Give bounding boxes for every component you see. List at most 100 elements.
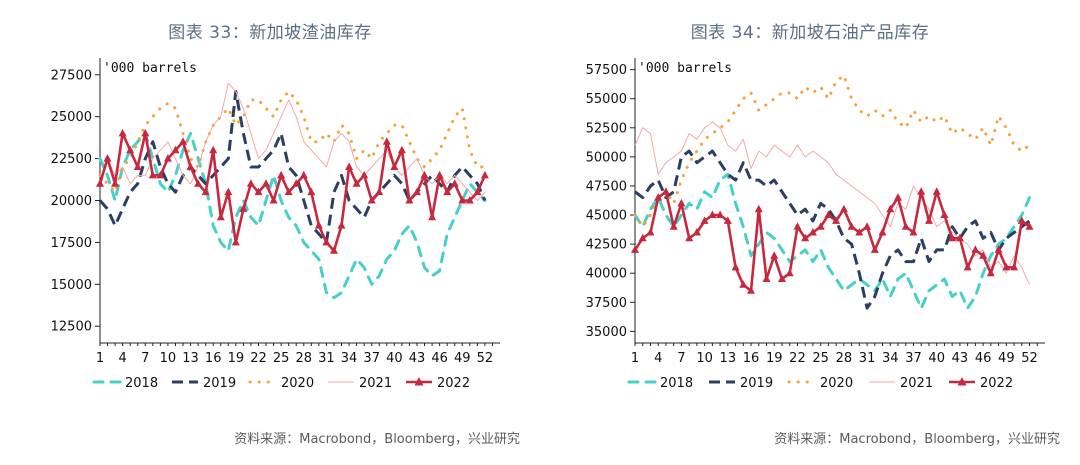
y-tick-label: 17500 bbox=[51, 236, 92, 251]
x-tick-label: 16 bbox=[743, 351, 760, 366]
data-point-2022 bbox=[171, 145, 180, 154]
data-point-2022 bbox=[1017, 216, 1026, 224]
x-tick-label: 16 bbox=[205, 351, 222, 366]
data-point-2022 bbox=[322, 237, 331, 246]
x-tick-label: 43 bbox=[409, 351, 426, 366]
data-point-2022 bbox=[731, 262, 740, 271]
data-point-2022 bbox=[360, 170, 369, 179]
x-tick-label: 43 bbox=[952, 351, 969, 366]
data-point-2022 bbox=[413, 187, 421, 196]
data-point-2022 bbox=[405, 196, 414, 204]
unit-label: '000 barrels bbox=[638, 61, 732, 76]
data-point-2022 bbox=[330, 246, 338, 254]
data-point-2022 bbox=[723, 216, 732, 224]
x-tick-label: 28 bbox=[296, 351, 313, 366]
data-point-2022 bbox=[770, 251, 779, 259]
data-point-2022 bbox=[661, 187, 670, 195]
x-tick-label: 25 bbox=[812, 351, 829, 366]
x-tick-label: 1 bbox=[631, 351, 639, 366]
legend-label-2022: 2022 bbox=[437, 376, 470, 391]
x-tick-label: 19 bbox=[228, 351, 245, 366]
data-point-2022 bbox=[801, 233, 810, 242]
data-point-2022 bbox=[118, 128, 127, 137]
y-tick-label: 22500 bbox=[51, 152, 92, 167]
x-tick-label: 25 bbox=[273, 351, 290, 366]
data-point-2022 bbox=[932, 187, 941, 195]
legend-label-2020: 2020 bbox=[820, 376, 853, 391]
data-point-2022 bbox=[284, 187, 293, 196]
data-point-2022 bbox=[480, 170, 489, 179]
y-tick-label: 52500 bbox=[586, 121, 627, 136]
chart-panel-left: 图表 33：新加坡渣油库存 12500 15000 17500 20000 22500 2… bbox=[51, 23, 520, 447]
data-point-2022 bbox=[747, 286, 755, 294]
data-point-2022 bbox=[894, 193, 902, 201]
data-point-2022 bbox=[909, 228, 918, 236]
data-point-2022 bbox=[163, 154, 172, 162]
x-tick-label: 34 bbox=[341, 351, 358, 366]
x-tick-label: 40 bbox=[928, 351, 945, 366]
legend-label-2018: 2018 bbox=[660, 376, 693, 391]
series-line-2022 bbox=[98, 132, 487, 253]
data-point-2022 bbox=[762, 274, 771, 282]
data-point-2022 bbox=[194, 179, 203, 187]
data-point-2022 bbox=[638, 233, 647, 242]
x-tick-label: 4 bbox=[654, 351, 662, 366]
data-point-2022 bbox=[1002, 262, 1011, 271]
x-tick-label: 49 bbox=[998, 351, 1015, 366]
y-tick-label: 15000 bbox=[51, 278, 92, 293]
data-point-2022 bbox=[345, 162, 354, 170]
data-point-2022 bbox=[420, 170, 429, 179]
x-tick-label: 37 bbox=[905, 351, 922, 366]
legend-label-2021: 2021 bbox=[900, 376, 933, 391]
data-point-2022 bbox=[254, 187, 263, 196]
y-tick-label: 57500 bbox=[586, 63, 627, 78]
data-point-2022 bbox=[352, 179, 361, 187]
y-tick-label: 50000 bbox=[586, 150, 627, 165]
data-point-2022 bbox=[450, 179, 459, 187]
x-tick-label: 10 bbox=[160, 351, 177, 366]
x-tick-label: 22 bbox=[789, 351, 806, 366]
data-point-2022 bbox=[646, 228, 655, 236]
x-tick-label: 34 bbox=[882, 351, 899, 366]
data-point-2022 bbox=[314, 221, 323, 229]
data-point-2022 bbox=[940, 210, 949, 218]
line-chart-oil-products-stocks: 35000 37500 40000 42500 45000 47500 50000 52500… bbox=[586, 58, 1045, 391]
data-point-2022 bbox=[133, 162, 142, 170]
data-point-2022 bbox=[963, 262, 972, 271]
data-point-2022 bbox=[917, 187, 926, 195]
series-line-2018 bbox=[633, 172, 1031, 310]
data-point-2022 bbox=[700, 216, 709, 224]
data-point-2022 bbox=[832, 216, 841, 224]
legend-label-2018: 2018 bbox=[125, 376, 158, 391]
y-tick-label: 35000 bbox=[586, 325, 627, 340]
series-line-2018 bbox=[98, 131, 487, 300]
data-point-2022 bbox=[901, 222, 910, 230]
x-tick-label: 10 bbox=[696, 351, 713, 366]
data-point-2022 bbox=[878, 228, 887, 236]
data-point-2022 bbox=[716, 210, 725, 218]
data-point-2022 bbox=[224, 187, 233, 196]
data-point-2022 bbox=[246, 179, 255, 187]
data-point-2022 bbox=[739, 280, 748, 288]
data-point-2022 bbox=[292, 179, 301, 187]
data-point-2022 bbox=[126, 145, 135, 154]
x-tick-label: 46 bbox=[431, 351, 448, 366]
data-point-2022 bbox=[754, 204, 763, 213]
data-point-2022 bbox=[103, 154, 112, 162]
data-point-2022 bbox=[692, 228, 701, 236]
y-tick-label: 42500 bbox=[586, 238, 627, 253]
series-line-2019 bbox=[98, 90, 487, 244]
data-point-2022 bbox=[677, 198, 686, 207]
data-point-2022 bbox=[458, 196, 467, 204]
data-point-2022 bbox=[148, 170, 157, 179]
data-point-2022 bbox=[863, 222, 872, 230]
chart-title: 图表 33：新加坡渣油库存 bbox=[168, 23, 372, 43]
y-tick-label: 27500 bbox=[51, 68, 92, 83]
x-tick-label: 13 bbox=[720, 351, 737, 366]
legend-label-2021: 2021 bbox=[359, 376, 392, 391]
series-line-2021 bbox=[99, 82, 486, 201]
series-line-2020 bbox=[633, 73, 1031, 229]
y-tick-label: 47500 bbox=[586, 179, 627, 194]
legend-marker-2022 bbox=[957, 377, 967, 386]
data-point-2022 bbox=[141, 128, 150, 137]
